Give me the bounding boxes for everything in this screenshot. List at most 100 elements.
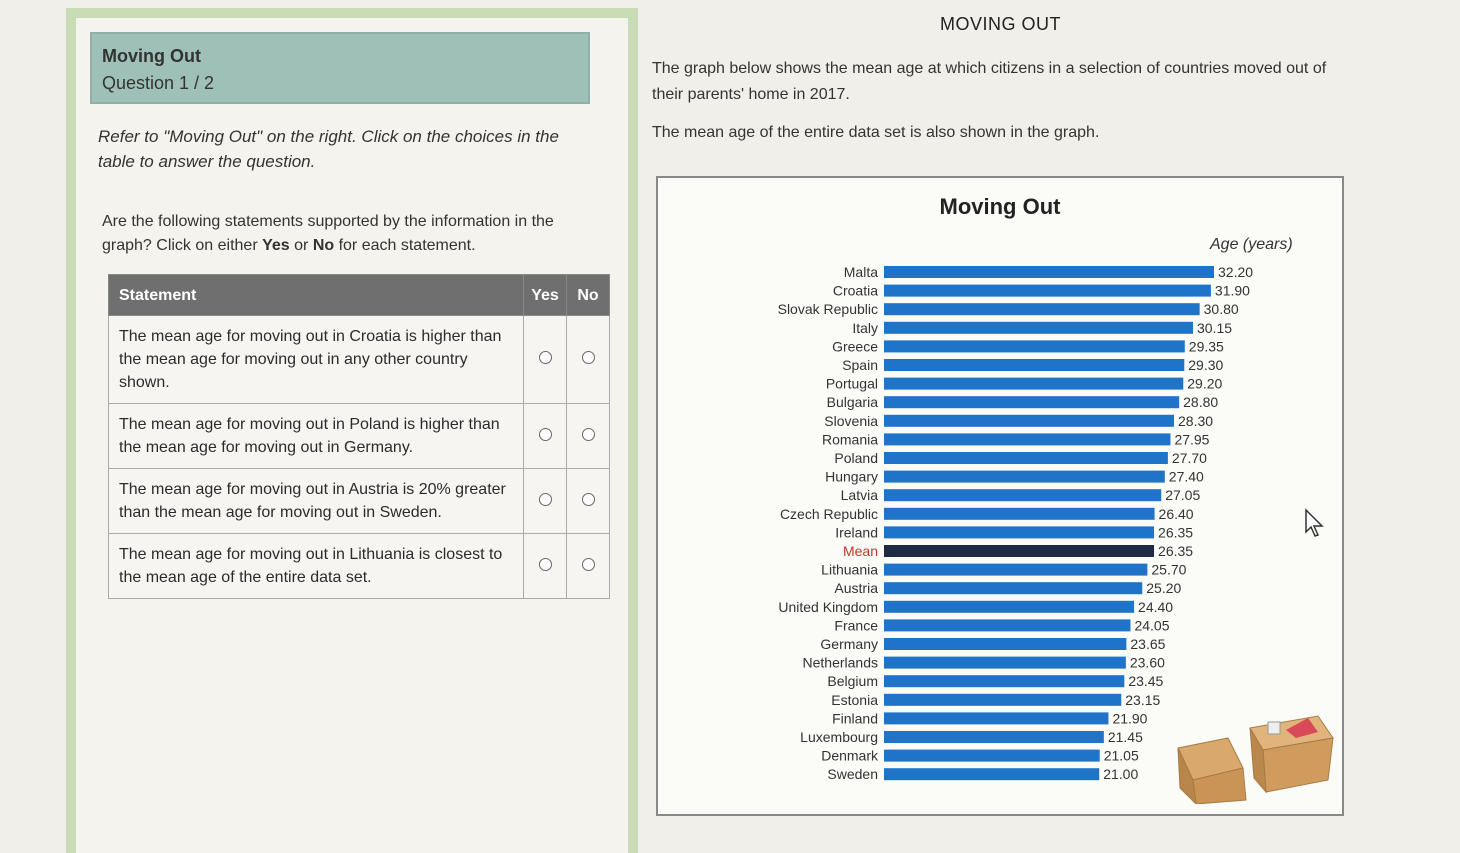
value-label: 27.70 [1172,450,1207,466]
no-cell[interactable] [566,468,610,534]
value-label: 32.20 [1218,264,1253,280]
value-label: 28.80 [1183,394,1218,410]
bar [884,303,1200,316]
value-label: 21.90 [1112,710,1147,726]
header-no: No [566,274,610,316]
value-label: 23.65 [1130,636,1165,652]
bar [884,433,1171,446]
statement-text: The mean age for moving out in Croatia i… [108,315,524,404]
category-label: United Kingdom [778,599,878,615]
value-label: 26.35 [1158,524,1193,540]
prompt-text-before: Are the following statements supported b… [102,213,554,254]
yes-radio[interactable] [538,351,552,364]
yes-cell[interactable] [523,403,567,469]
no-radio[interactable] [581,557,595,571]
value-label: 29.35 [1189,338,1224,354]
category-label: Bulgaria [827,394,879,410]
bar-chart: Malta 32.20 Croatia 31.90 Slovak Republic 30.… [778,264,1254,782]
no-cell[interactable] [566,403,610,469]
prompt-no: No [312,237,335,254]
table-row: The mean age for moving out in Croatia i… [108,315,610,404]
category-label: Romania [822,431,878,447]
category-label: Ireland [835,524,878,540]
yes-radio[interactable] [538,492,552,506]
value-label: 29.20 [1187,376,1222,392]
category-label: Malta [844,264,878,280]
moving-boxes-illustration [1177,715,1334,804]
value-label: 27.40 [1169,469,1204,485]
category-label: Hungary [825,469,878,485]
bar [884,359,1185,371]
bar [884,414,1175,427]
no-radio[interactable] [581,427,595,441]
yes-cell[interactable] [523,468,567,534]
yes-radio[interactable] [538,427,552,441]
bar [884,452,1168,464]
table-header-row: Statement Yes No [108,274,610,316]
bar [884,675,1125,688]
bar [884,731,1104,743]
chart-container: Moving Out Age (years) Malta 32.20 Croatia… [656,176,1344,816]
question-title: Moving Out [102,46,201,66]
bar [884,768,1100,781]
category-label: Czech Republic [780,506,878,522]
statements-table: Statement Yes No The mean age for moving… [108,274,610,599]
table-row: The mean age for moving out in Austria i… [108,468,610,534]
prompt-text-or: or [289,237,313,254]
category-label: Latvia [841,487,879,503]
no-radio[interactable] [581,351,595,364]
category-label: Sweden [827,766,878,782]
content-title: MOVING OUT [940,14,1061,34]
statement-text: The mean age for moving out in Lithuania… [108,533,524,599]
value-label: 28.30 [1178,413,1213,429]
bar [884,619,1131,632]
value-label: 23.15 [1125,692,1160,708]
table-row: The mean age for moving out in Lithuania… [108,533,610,599]
bar [884,470,1165,483]
value-label: 21.05 [1104,748,1139,764]
yes-cell[interactable] [523,315,567,404]
value-label: 30.80 [1204,301,1239,317]
bar [884,712,1109,725]
content-description: The graph below shows the mean age at wh… [652,60,1327,103]
no-cell[interactable] [566,533,610,599]
value-label: 27.05 [1165,487,1200,503]
yes-cell[interactable] [523,533,567,599]
category-label: Denmark [821,748,879,764]
category-label: Estonia [831,692,878,708]
category-label: Luxembourg [800,729,878,745]
value-label: 27.95 [1174,431,1209,447]
no-cell[interactable] [566,315,610,404]
bar [884,526,1155,539]
mean-bar [884,545,1155,557]
value-label: 31.90 [1215,283,1250,299]
category-label: Poland [834,450,878,466]
bar [884,377,1184,390]
category-label: Spain [842,357,878,373]
no-radio[interactable] [581,492,595,506]
bar [884,489,1162,502]
value-label: 23.45 [1128,673,1163,689]
value-label: 24.05 [1134,617,1169,633]
instructions: Refer to "Moving Out" on the right. Clic… [98,127,559,171]
statement-text: The mean age for moving out in Poland is… [108,403,524,469]
category-label: Mean [843,543,878,559]
prompt-text-after: for each statement. [334,237,476,254]
category-label: Italy [852,320,878,336]
category-label: Finland [832,710,878,726]
category-label: France [834,617,878,633]
bar [884,656,1126,669]
question-header: Moving Out Question 1 / 2 [90,32,590,104]
bar [884,638,1127,650]
bar [884,749,1100,762]
header-statement: Statement [108,274,524,316]
bar [884,563,1148,576]
category-label: Portugal [826,376,878,392]
header-yes: Yes [523,274,567,316]
bar [884,266,1214,278]
value-label: 24.40 [1138,599,1173,615]
table-row: The mean age for moving out in Poland is… [108,403,610,469]
value-label: 26.40 [1159,506,1194,522]
category-label: Croatia [833,283,878,299]
yes-radio[interactable] [538,557,552,571]
